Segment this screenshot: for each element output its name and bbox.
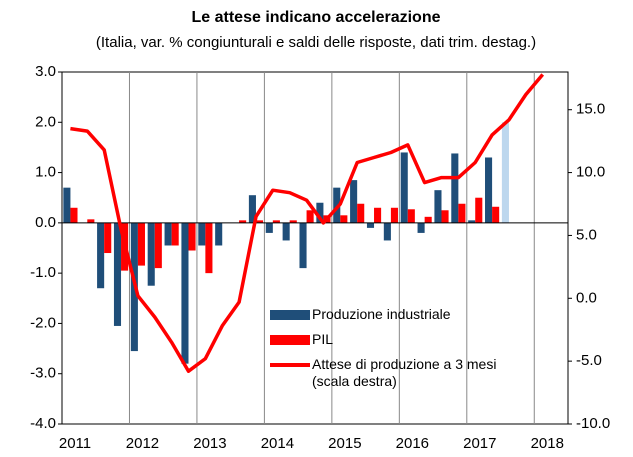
bar: [104, 222, 112, 254]
bar: [501, 122, 509, 223]
bar: [451, 153, 459, 223]
y2-tick-label: 5.0: [576, 226, 597, 243]
legend-swatch: [270, 335, 310, 345]
bar: [485, 157, 493, 223]
bar: [333, 187, 341, 223]
x-tick-label: 2018: [531, 435, 564, 452]
bar: [417, 222, 425, 233]
bar: [181, 222, 189, 364]
bar: [113, 222, 122, 326]
bar: [248, 195, 256, 223]
bar: [289, 220, 297, 223]
legend-item: Produzione industriale: [270, 306, 512, 323]
bar: [147, 222, 155, 286]
bar: [215, 222, 223, 246]
y-tick-label: -2.0: [30, 314, 56, 331]
legend: Produzione industriale PIL Attese di produ…: [270, 306, 512, 398]
x-tick-label: 2017: [463, 435, 496, 452]
y-tick-label: 2.0: [35, 113, 56, 130]
bar: [306, 210, 314, 223]
y-tick-label: 1.0: [35, 164, 56, 181]
bar: [340, 215, 348, 223]
bar: [434, 190, 442, 223]
bar: [357, 203, 365, 223]
bar: [407, 209, 415, 223]
x-tick-label: 2012: [126, 435, 159, 452]
bar: [316, 202, 324, 223]
y2-tick-label: 15.0: [576, 101, 605, 118]
bar: [198, 222, 206, 246]
legend-swatch: [270, 310, 310, 320]
bar: [265, 222, 273, 233]
chart-subtitle: (Italia, var. % congiunturali e saldi de…: [96, 34, 536, 51]
bar: [390, 207, 398, 223]
bar: [475, 197, 483, 223]
bar: [70, 207, 78, 223]
legend-label: Attese di produzione a 3 mesi (scala des…: [312, 356, 497, 389]
bar: [272, 220, 280, 223]
bar: [424, 216, 432, 223]
bar: [137, 222, 145, 266]
legend-item: Attese di produzione a 3 mesi (scala des…: [270, 356, 512, 390]
bar: [458, 203, 466, 223]
bar: [468, 220, 476, 223]
bar: [350, 180, 358, 223]
x-tick-label: 2011: [59, 435, 91, 452]
bar: [400, 152, 408, 223]
y-tick-label: -1.0: [30, 264, 56, 281]
y-tick-label: -3.0: [30, 365, 56, 382]
plot-frame: [61, 71, 569, 425]
bar: [87, 219, 95, 223]
x-tick-label: 2015: [328, 435, 361, 452]
line: [70, 73, 545, 373]
bar: [492, 206, 500, 223]
bar: [154, 222, 162, 269]
x-tick-label: 2014: [261, 435, 294, 452]
x-tick-label: 2016: [396, 435, 429, 452]
bar: [282, 222, 290, 241]
y-tick-label: 0.0: [35, 214, 56, 231]
y2-tick-label: 10.0: [576, 164, 605, 181]
y2-tick-label: 0.0: [576, 289, 597, 306]
x-tick-label: 2013: [193, 435, 226, 452]
bar: [171, 222, 179, 246]
y-tick-label: 3.0: [35, 63, 56, 80]
legend-label: PIL: [312, 331, 334, 347]
bar: [299, 222, 307, 269]
bar: [63, 187, 71, 223]
bar: [383, 222, 391, 241]
bar: [188, 222, 196, 251]
bar: [164, 222, 172, 246]
y2-tick-label: -10.0: [576, 415, 610, 432]
legend-label: Produzione industriale: [312, 306, 451, 322]
bar: [441, 210, 449, 223]
bar: [97, 222, 105, 289]
bar: [374, 207, 382, 223]
bar: [255, 220, 264, 223]
bar: [239, 220, 247, 223]
y2-tick-label: -5.0: [576, 352, 602, 369]
bar: [366, 222, 375, 228]
y-tick-label: -4.0: [30, 415, 56, 432]
legend-item: PIL: [270, 331, 512, 348]
legend-swatch: [270, 363, 310, 367]
chart-title: Le attese indicano accelerazione: [192, 9, 441, 26]
bar: [205, 222, 213, 274]
